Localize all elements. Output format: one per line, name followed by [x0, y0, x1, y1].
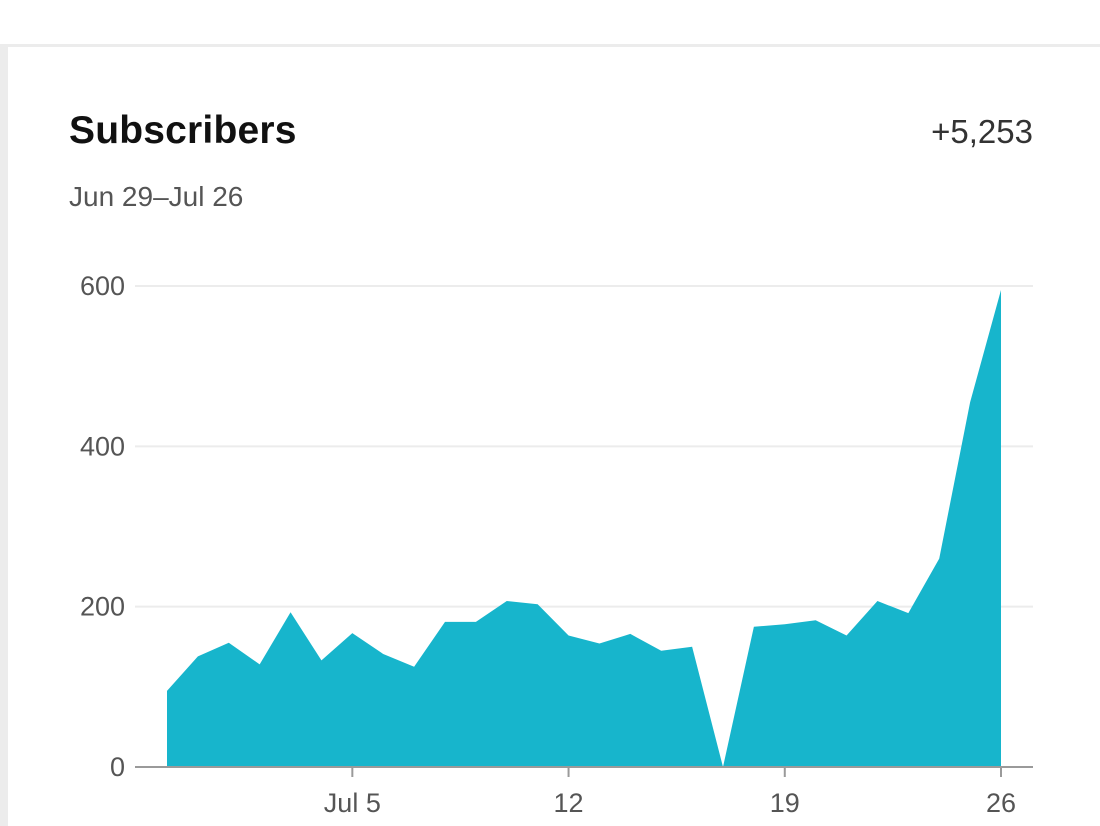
- data-point-jul-10[interactable]: [501, 595, 513, 607]
- data-point-jul-1[interactable]: [223, 637, 235, 649]
- data-point-jul-5[interactable]: [346, 627, 358, 639]
- data-point-jul-9[interactable]: [470, 616, 482, 628]
- data-point-jul-3[interactable]: [285, 606, 297, 618]
- subscribers-area[interactable]: [167, 290, 1001, 767]
- data-point-jul-12[interactable]: [563, 630, 575, 642]
- x-tick-label-jul-5: Jul 5: [324, 788, 381, 818]
- date-range: Jun 29–Jul 26: [69, 181, 244, 212]
- x-tick-label-26: 26: [986, 788, 1016, 818]
- data-point-jul-24[interactable]: [933, 553, 945, 565]
- data-point-jun-30[interactable]: [192, 650, 204, 662]
- card-title: Subscribers: [69, 109, 297, 152]
- data-point-jul-23[interactable]: [902, 607, 914, 619]
- data-point-jul-4[interactable]: [315, 654, 327, 666]
- data-point-jul-7[interactable]: [408, 661, 420, 673]
- data-point-jul-14[interactable]: [624, 628, 636, 640]
- data-point-jul-16[interactable]: [686, 641, 698, 653]
- subscribers-card[interactable]: Subscribers +5,253 Jun 29–Jul 26 0 200 400…: [8, 47, 1100, 826]
- data-point-jul-15[interactable]: [655, 645, 667, 657]
- data-point-jul-18[interactable]: [748, 621, 760, 633]
- data-point-jul-11[interactable]: [532, 598, 544, 610]
- left-panel-edge: [0, 0, 8, 826]
- data-point-jul-6[interactable]: [377, 648, 389, 660]
- data-point-jul-8[interactable]: [439, 616, 451, 628]
- data-point-jul-22[interactable]: [871, 595, 883, 607]
- x-tick-label-12: 12: [554, 788, 584, 818]
- data-point-jul-21[interactable]: [841, 630, 853, 642]
- data-point-jul-2[interactable]: [254, 658, 266, 670]
- x-tick-label-19: 19: [770, 788, 800, 818]
- data-point-jul-19[interactable]: [779, 618, 791, 630]
- data-point-jul-25[interactable]: [964, 396, 976, 408]
- subscribers-area-chart[interactable]: 0 200 400 600 Jul 5 12 19 26: [8, 47, 1100, 826]
- data-point-jun-29[interactable]: [161, 685, 173, 697]
- data-point-jul-13[interactable]: [593, 638, 605, 650]
- data-point-jul-26[interactable]: [995, 284, 1007, 296]
- y-tick-label-200: 200: [80, 592, 125, 622]
- y-tick-label-400: 400: [80, 431, 125, 461]
- data-point-jul-20[interactable]: [810, 614, 822, 626]
- subscriber-total: +5,253: [931, 113, 1033, 150]
- y-tick-label-0: 0: [110, 752, 125, 782]
- y-tick-label-600: 600: [80, 271, 125, 301]
- top-panel: [0, 0, 1100, 47]
